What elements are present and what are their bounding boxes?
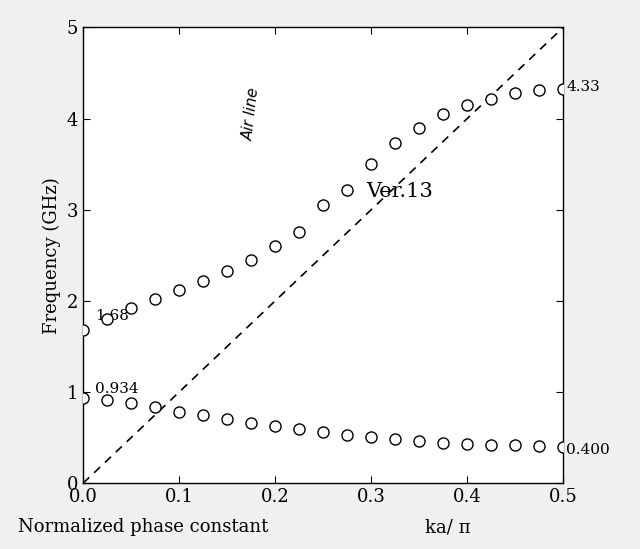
Text: Ver.13: Ver.13 [367, 182, 433, 201]
Y-axis label: Frequency (GHz): Frequency (GHz) [43, 177, 61, 334]
Text: Air line: Air line [241, 87, 262, 141]
Text: 4.33: 4.33 [566, 80, 600, 94]
Text: Normalized phase constant: Normalized phase constant [19, 518, 269, 536]
Text: 0.400: 0.400 [566, 443, 610, 457]
Text: ka/ π: ka/ π [425, 518, 471, 536]
Text: 1.68: 1.68 [95, 309, 129, 323]
Text: 0.934: 0.934 [95, 382, 138, 396]
